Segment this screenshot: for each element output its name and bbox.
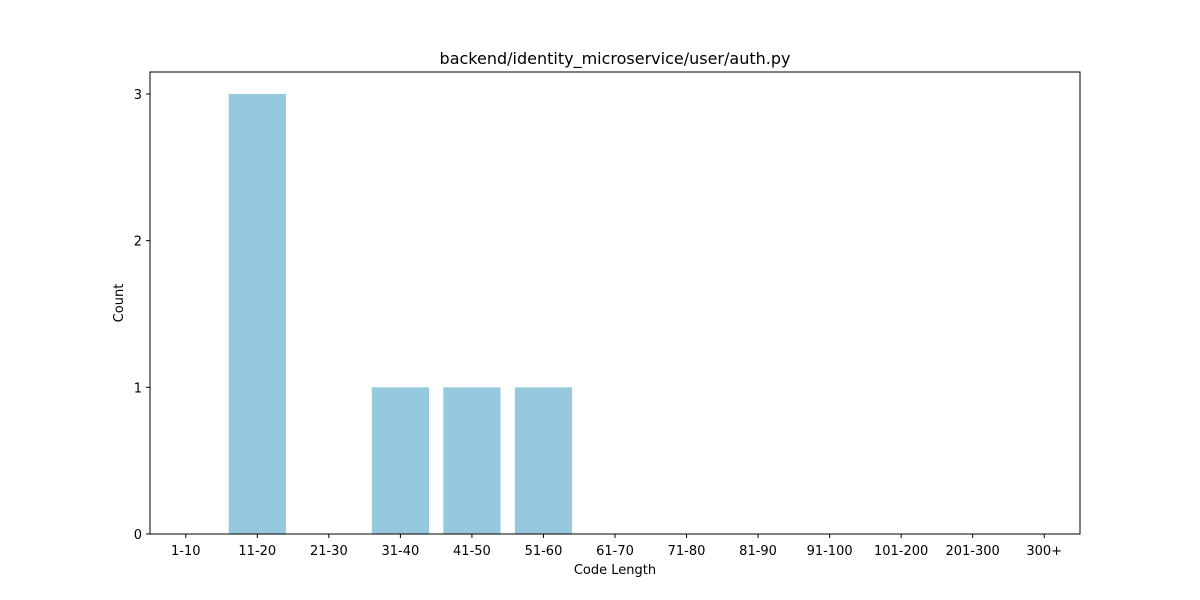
x-axis-title: Code Length [574,563,656,578]
y-tick-label: 1 [134,381,142,396]
x-tick-label: 300+ [1026,544,1062,559]
y-tick-label: 0 [134,528,142,543]
bar-31-40 [371,387,429,534]
y-axis-title: Count [112,284,127,323]
y-axis-ticks: 0 1 2 3 [134,88,150,543]
chart-title: backend/identity_microservice/user/auth.… [440,49,791,69]
bar-11-20 [228,94,286,534]
bar-41-50 [443,387,501,534]
x-tick-label: 1-10 [171,544,201,559]
y-tick-label: 3 [134,88,142,103]
x-tick-label: 51-60 [525,544,563,559]
x-tick-label: 61-70 [596,544,634,559]
plot-frame [149,71,1081,535]
x-tick-label: 101-200 [874,544,928,559]
x-tick-label: 201-300 [946,544,1000,559]
x-tick-label: 11-20 [238,544,276,559]
x-axis-ticks: 1-10 11-20 21-30 31-40 41-50 51-60 61-70 71-80 8… [171,534,1062,559]
x-tick-label: 81-90 [739,544,777,559]
bar-51-60 [514,387,573,534]
x-tick-label: 31-40 [381,544,419,559]
x-tick-label: 21-30 [310,544,348,559]
y-tick-label: 2 [134,235,142,250]
bars-group [228,94,573,534]
x-tick-label: 91-100 [807,544,853,559]
x-tick-label: 41-50 [453,544,491,559]
x-tick-label: 71-80 [668,544,706,559]
